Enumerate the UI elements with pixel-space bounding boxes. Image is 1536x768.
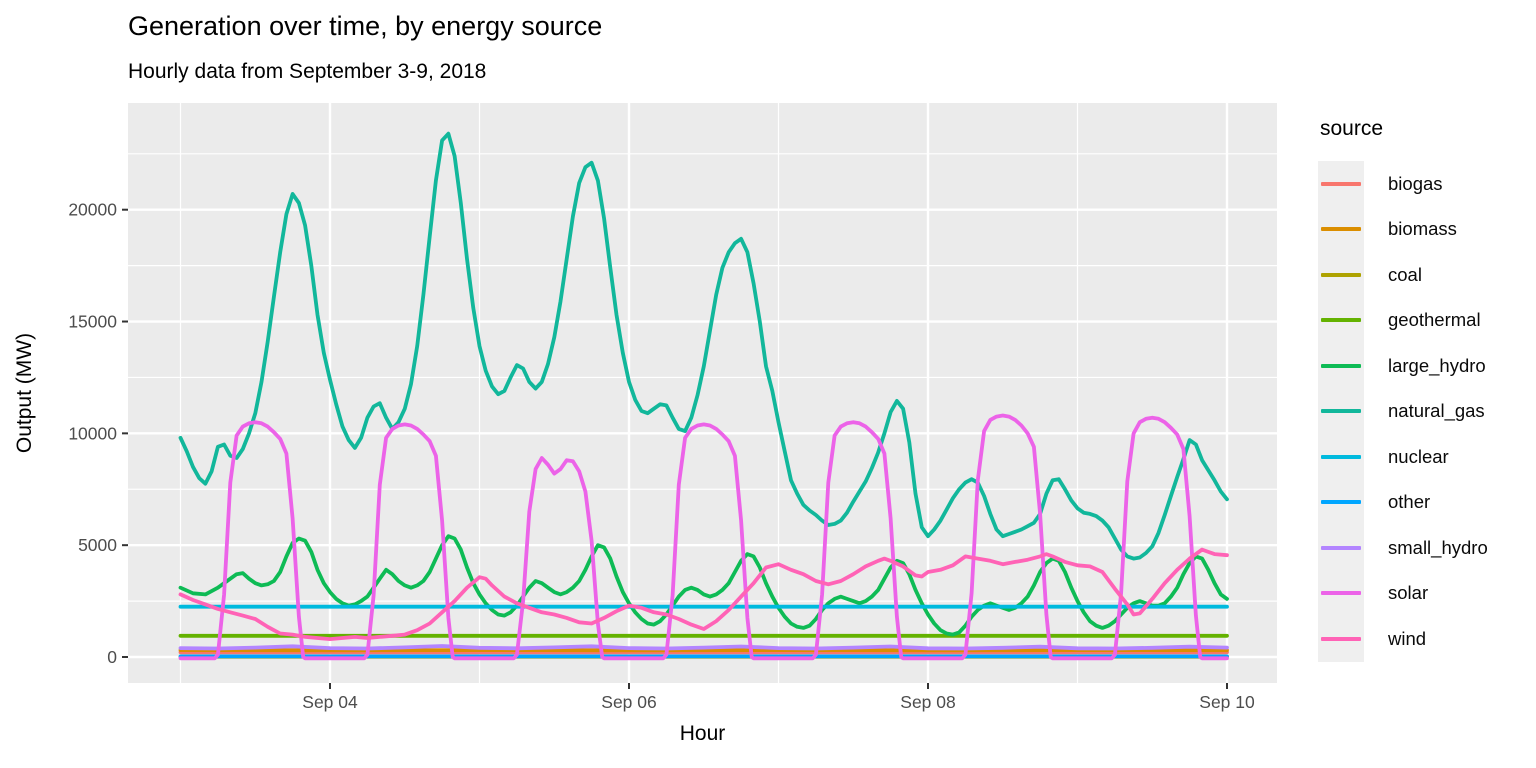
legend-label: other	[1388, 491, 1431, 513]
x-tick-label: Sep 06	[601, 692, 656, 712]
legend-label: biomass	[1388, 218, 1457, 240]
legend-label: wind	[1388, 627, 1427, 649]
legend-line-icon	[1321, 181, 1361, 186]
legend-label: coal	[1388, 263, 1422, 285]
legend-item-natural_gas: natural_gas	[1318, 388, 1488, 434]
legend-label: biogas	[1388, 172, 1443, 194]
legend-line-icon	[1321, 409, 1361, 414]
series-line-natural_gas	[178, 131, 1229, 561]
legend-item-other: other	[1318, 479, 1488, 525]
legend-label: small_hydro	[1388, 536, 1488, 558]
legend-item-small_hydro: small_hydro	[1318, 525, 1488, 571]
legend-item-solar: solar	[1318, 570, 1488, 616]
legend-line-icon	[1321, 363, 1361, 368]
y-tick-label: 20000	[68, 200, 117, 220]
legend-label: nuclear	[1388, 445, 1449, 467]
legend-key-small_hydro	[1318, 525, 1364, 571]
x-axis-title: Hour	[679, 722, 726, 745]
legend-key-natural_gas	[1318, 388, 1364, 434]
chart-title: Generation over time, by energy source	[128, 11, 603, 41]
legend-line-icon	[1321, 272, 1361, 277]
y-axis-title: Output (MW)	[13, 332, 36, 454]
x-tick-label: Sep 08	[900, 692, 955, 712]
legend-line-icon	[1321, 545, 1361, 550]
y-tick-label: 10000	[68, 423, 117, 443]
legend-key-other	[1318, 479, 1364, 525]
series-line-wind	[178, 547, 1229, 641]
legend-item-nuclear: nuclear	[1318, 434, 1488, 480]
y-tick-label: 0	[107, 647, 117, 667]
legend-key-biomass	[1318, 206, 1364, 252]
plot-panel	[128, 103, 1277, 683]
y-tick-label: 15000	[68, 312, 117, 332]
x-tick-label: Sep 10	[1199, 692, 1255, 712]
legend-label: large_hydro	[1388, 354, 1486, 376]
series-line-solar	[178, 413, 1229, 661]
legend-label: natural_gas	[1388, 400, 1485, 422]
x-tick-label: Sep 04	[302, 692, 358, 712]
legend-line-icon	[1321, 318, 1361, 323]
legend-line-icon	[1321, 454, 1361, 459]
legend-key-nuclear	[1318, 434, 1364, 480]
chart-subtitle: Hourly data from September 3-9, 2018	[128, 60, 487, 83]
legend-key-large_hydro	[1318, 343, 1364, 389]
legend: source biogas biomass coal geothermal large_…	[1318, 117, 1488, 662]
legend-title: source	[1320, 117, 1384, 140]
legend-item-wind: wind	[1318, 616, 1488, 662]
legend-item-biogas: biogas	[1318, 161, 1488, 207]
legend-item-coal: coal	[1318, 252, 1488, 298]
legend-item-biomass: biomass	[1318, 206, 1488, 252]
legend-item-geothermal: geothermal	[1318, 297, 1488, 343]
legend-key-biogas	[1318, 161, 1364, 207]
legend-key-coal	[1318, 252, 1364, 298]
legend-line-icon	[1321, 591, 1361, 596]
legend-line-icon	[1321, 500, 1361, 505]
y-tick-label: 5000	[78, 535, 117, 555]
legend-line-icon	[1321, 227, 1361, 232]
legend-key-solar	[1318, 570, 1364, 616]
legend-label: solar	[1388, 582, 1429, 604]
legend-label: geothermal	[1388, 309, 1481, 331]
legend-key-wind	[1318, 616, 1364, 662]
legend-item-large_hydro: large_hydro	[1318, 343, 1488, 389]
series-line-small_hydro	[178, 644, 1229, 651]
legend-line-icon	[1321, 636, 1361, 641]
legend-key-geothermal	[1318, 297, 1364, 343]
